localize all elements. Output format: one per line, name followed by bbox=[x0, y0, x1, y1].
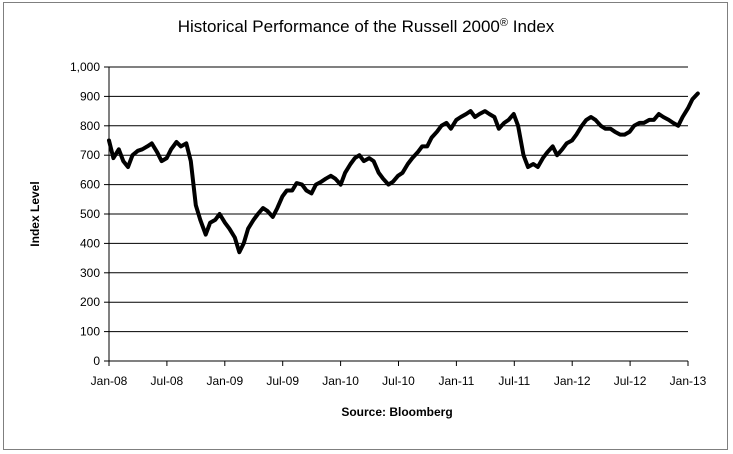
x-tick-labels: Jan-08 Jul-08 Jan-09 Jul-09 Jan-10 Jul-10 Jan-… bbox=[91, 361, 707, 388]
x-tick-label: Jul-12 bbox=[614, 374, 647, 388]
y-tick-label: 800 bbox=[80, 119, 100, 133]
x-axis-label: Source: Bloomberg bbox=[341, 405, 452, 419]
y-tick-label: 1,000 bbox=[70, 60, 100, 74]
x-tick-label: Jan-10 bbox=[322, 374, 359, 388]
x-tick-label: Jan-11 bbox=[438, 374, 474, 388]
chart-title: Historical Performance of the Russell 20… bbox=[178, 17, 555, 36]
y-tick-label: 200 bbox=[80, 295, 100, 309]
y-tick-label: 500 bbox=[80, 207, 100, 221]
series-line bbox=[107, 91, 700, 255]
x-tick-label: Jul-10 bbox=[382, 374, 415, 388]
gridlines bbox=[104, 66, 688, 362]
x-tick-label: Jul-08 bbox=[151, 374, 184, 388]
y-tick-label: 100 bbox=[80, 325, 100, 339]
chart-frame bbox=[3, 2, 728, 450]
x-tick-label: Jan-08 bbox=[91, 374, 128, 388]
x-tick-label: Jul-11 bbox=[498, 374, 530, 388]
y-tick-label: 400 bbox=[80, 236, 100, 250]
y-axis-label: Index Level bbox=[28, 181, 42, 246]
x-tick-label: Jan-09 bbox=[206, 374, 243, 388]
y-tick-labels: 0 100 200 300 400 500 600 700 800 900 1,000 bbox=[70, 60, 100, 368]
x-tick-label: Jan-12 bbox=[554, 374, 591, 388]
y-tick-label: 0 bbox=[93, 354, 100, 368]
y-tick-label: 700 bbox=[80, 148, 100, 162]
x-tick-label: Jul-09 bbox=[266, 374, 299, 388]
y-tick-label: 300 bbox=[80, 266, 100, 280]
y-tick-label: 600 bbox=[80, 178, 100, 192]
x-tick-label: Jan-13 bbox=[670, 374, 707, 388]
axes bbox=[108, 67, 688, 362]
y-tick-label: 900 bbox=[80, 89, 100, 103]
